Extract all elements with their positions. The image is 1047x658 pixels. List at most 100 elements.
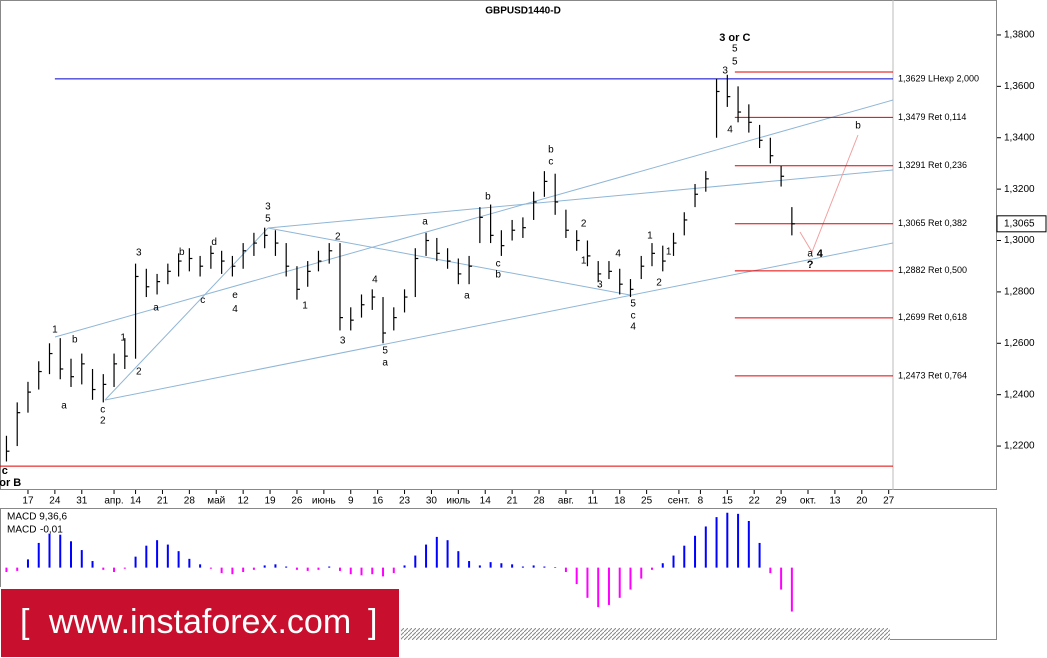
x-tick-label: 30 <box>426 496 438 507</box>
x-tick-label: 17 <box>22 496 34 507</box>
y-tick-label: 1,2200 <box>1004 441 1035 452</box>
x-tick-label: 28 <box>533 496 545 507</box>
wave-label: b <box>72 335 78 346</box>
x-tick-label: 27 <box>883 496 895 507</box>
y-tick-label: 1,3800 <box>1004 30 1035 41</box>
y-tick-label: 1,3200 <box>1004 184 1035 195</box>
level-label: 1,3479 Ret 0,114 <box>898 112 966 122</box>
wave-label: b <box>548 145 554 156</box>
x-tick-label: 14 <box>130 496 142 507</box>
wave-label: or B <box>0 477 21 489</box>
wave-label: ? <box>807 259 814 271</box>
level-label: 1,2473 Ret 0,764 <box>898 370 967 380</box>
x-tick-label: 19 <box>264 496 276 507</box>
watermark-bracket: ] <box>368 603 377 641</box>
chart-title: GBPUSD1440-D <box>485 6 561 17</box>
wave-label: b <box>179 247 185 258</box>
x-tick-label: 24 <box>49 496 61 507</box>
y-tick-label: 1,3600 <box>1004 81 1035 92</box>
x-tick-label: 8 <box>698 496 704 507</box>
wave-label: 3 <box>722 66 728 77</box>
x-tick-label: сент. <box>668 496 690 507</box>
wave-label: a <box>422 217 428 228</box>
x-tick-label: июнь <box>312 496 336 507</box>
wave-label: 2 <box>100 416 106 427</box>
level-label: 1,3629 LHexp 2,000 <box>898 73 979 83</box>
y-tick-label: 1,3400 <box>1004 132 1035 143</box>
x-tick-label: 23 <box>399 496 411 507</box>
y-tick-label: 1,3000 <box>1004 235 1035 246</box>
wave-label: 5 <box>382 346 388 357</box>
level-label: 1,2699 Ret 0,618 <box>898 312 967 322</box>
wave-label: a <box>464 291 470 302</box>
level-label: 1,3291 Ret 0,236 <box>898 160 967 170</box>
x-tick-label: 16 <box>372 496 384 507</box>
wave-label: 1 <box>120 333 126 344</box>
wave-label: 4 <box>615 249 621 260</box>
wave-label: b <box>485 191 491 202</box>
wave-label: 2 <box>581 219 587 230</box>
current-price-label: 1,3065 <box>1004 218 1035 229</box>
wave-label: 3 <box>136 248 142 259</box>
wave-label: a <box>807 249 813 260</box>
x-tick-label: 11 <box>588 496 599 507</box>
wave-label: 3 <box>597 280 603 291</box>
wave-label: c <box>100 405 105 416</box>
x-tick-label: 15 <box>722 496 734 507</box>
x-tick-label: 9 <box>348 496 354 507</box>
wave-label: 1 <box>581 256 587 267</box>
wave-label: b <box>855 121 861 132</box>
y-tick-label: 1,2600 <box>1004 338 1035 349</box>
wave-label: 3 <box>340 336 346 347</box>
wave-label: 4 <box>630 322 636 333</box>
wave-label: a <box>61 401 67 412</box>
wave-label: c <box>200 295 205 306</box>
x-tick-label: 25 <box>641 496 653 507</box>
x-tick-label: 31 <box>76 496 88 507</box>
x-tick-label: 20 <box>856 496 868 507</box>
wave-label: a <box>382 358 388 369</box>
wave-label: 5 <box>265 214 271 225</box>
current-price-box <box>996 215 1047 233</box>
x-tick-label: окт. <box>800 496 816 507</box>
wave-label: 4 <box>232 304 238 315</box>
x-tick-label: июль <box>446 496 470 507</box>
indicator-value: -0,01 <box>40 525 63 536</box>
x-tick-label: май <box>207 496 225 507</box>
watermark-text: www.instaforex.com <box>48 603 351 641</box>
y-tick-label: 1,2400 <box>1004 389 1035 400</box>
x-tick-label: авг. <box>558 496 574 507</box>
x-tick-label: 21 <box>507 496 519 507</box>
wave-label: 5 <box>732 57 738 68</box>
x-tick-label: 28 <box>184 496 196 507</box>
wave-label: 3 <box>265 202 271 213</box>
x-tick-label: апр. <box>104 496 123 507</box>
wave-label: 1 <box>302 301 308 312</box>
x-tick-label: 14 <box>480 496 492 507</box>
watermark: [ www.instaforex.com ] <box>0 587 401 658</box>
wave-label: e <box>232 290 238 301</box>
wave-label: 5 <box>630 299 636 310</box>
wave-label: 1 <box>52 325 58 336</box>
x-tick-label: 18 <box>614 496 626 507</box>
wave-label: 3 or C <box>719 32 750 44</box>
x-tick-label: 29 <box>776 496 788 507</box>
wave-label: 2 <box>335 232 341 243</box>
wave-label: d <box>211 237 217 248</box>
wave-label: c <box>496 259 501 270</box>
wave-label: 4 <box>372 275 378 286</box>
x-tick-label: 22 <box>749 496 761 507</box>
wave-label: 5 <box>732 43 738 54</box>
wave-label: c <box>631 311 636 322</box>
wave-label: 1 <box>647 231 653 242</box>
level-label: 1,2882 Ret 0,500 <box>898 265 967 275</box>
main-panel <box>0 0 997 490</box>
wave-label: 4 <box>817 248 824 260</box>
y-tick-label: 1,2800 <box>1004 287 1035 298</box>
wave-label: c <box>548 157 553 168</box>
x-tick-label: 12 <box>238 496 250 507</box>
wave-label: 1 <box>666 247 672 258</box>
wave-label: a <box>153 303 159 314</box>
wave-label: b <box>495 270 501 281</box>
